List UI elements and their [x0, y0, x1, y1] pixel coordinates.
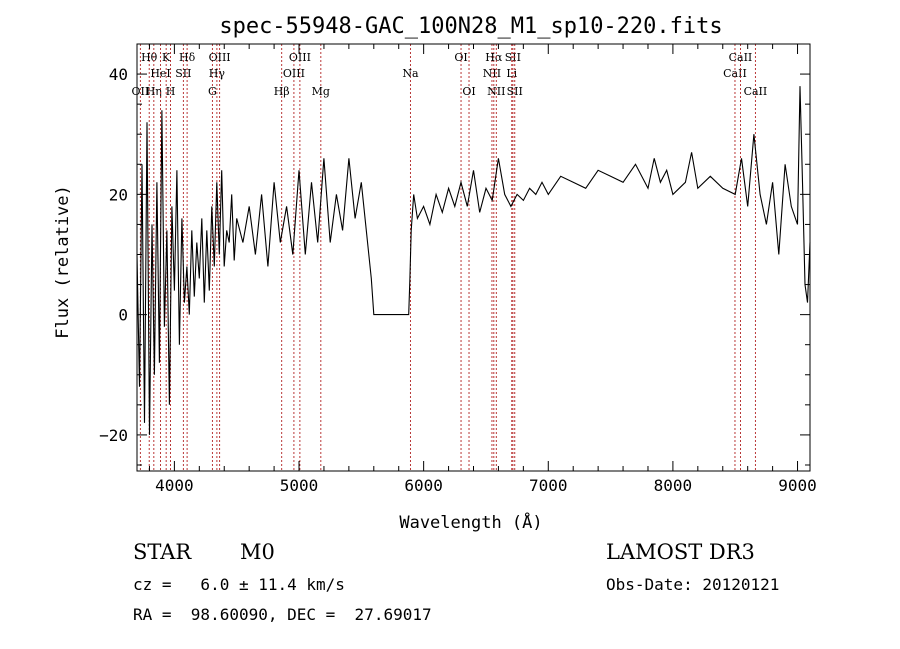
y-tick-label--20: −20: [99, 426, 128, 445]
spectral-line-label-20: NII: [487, 85, 505, 98]
spectral-line-label-15: Na: [402, 67, 419, 80]
x-tick-label-4000: 4000: [155, 476, 194, 495]
spectral-line-label-26: CaII: [744, 85, 768, 98]
spectral-line-label-0: OII: [132, 85, 150, 98]
spectral-line-label-3: HeI: [150, 67, 170, 80]
spectral-line-label-24: CaII: [723, 67, 747, 80]
spectral-line-label-18: NII: [483, 67, 501, 80]
spectral-line-markers: OII Hθ Hη HeI K H SII Hδ G Hγ OIII Hβ OIII OIII Mg Na OI…: [132, 44, 768, 471]
plot-frame: [136, 43, 811, 472]
spectral-line-label-5: H: [166, 85, 176, 98]
x-tick-label-8000: 8000: [654, 476, 693, 495]
spectral-line-label-6: SII: [175, 67, 191, 80]
spectral-line-label-13: OIII: [289, 51, 311, 64]
axis-ticks: 4000 5000 6000 7000 8000 9000 −20 0 20 40: [99, 43, 817, 495]
coordinates: RA = 98.60090, DEC = 27.69017: [133, 605, 432, 624]
object-class: STAR: [133, 540, 192, 564]
redshift-info: cz = 6.0 ± 11.4 km/s: [133, 575, 345, 594]
spectral-line-label-10: OIII: [209, 51, 231, 64]
spectrum-plot: [136, 86, 811, 435]
spectral-line-label-19: Hα: [485, 51, 503, 64]
spectral-line-label-14: Mg: [312, 85, 330, 98]
x-axis-label: Wavelength (Å): [399, 511, 542, 533]
spectral-line-label-2: Hη: [146, 85, 162, 98]
x-tick-label-9000: 9000: [778, 476, 817, 495]
x-tick-label-7000: 7000: [529, 476, 568, 495]
object-subclass: M0: [240, 540, 275, 564]
spectral-line-label-9: Hγ: [209, 67, 226, 80]
y-axis-label: Flux (relative): [53, 185, 73, 339]
chart-title: spec-55948-GAC_100N28_M1_sp10-220.fits: [219, 14, 722, 39]
plot-axes: [136, 43, 811, 472]
x-tick-label-5000: 5000: [280, 476, 319, 495]
spectral-line-label-21: Li: [506, 67, 517, 80]
spectral-line-label-1: Hθ: [141, 51, 158, 64]
y-tick-label-20: 20: [109, 185, 128, 204]
spectral-line-label-23: SII: [507, 85, 523, 98]
y-tick-label-40: 40: [109, 65, 128, 84]
y-tick-label-0: 0: [118, 306, 128, 325]
x-tick-label-6000: 6000: [404, 476, 443, 495]
spectral-line-label-12: OIII: [283, 67, 305, 80]
spectral-line-label-22: SII: [505, 51, 521, 64]
spectral-line-label-4: K: [162, 51, 171, 64]
survey-name: LAMOST DR3: [606, 540, 755, 564]
spectral-line-label-16: OI: [454, 51, 467, 64]
spectrum-line-flux: [136, 86, 811, 435]
spectral-line-label-11: Hβ: [274, 85, 290, 98]
spectral-line-label-25: CaII: [729, 51, 753, 64]
obs-date: Obs-Date: 20120121: [606, 575, 780, 594]
spectral-line-label-17: OI: [462, 85, 475, 98]
spectral-line-label-8: G: [208, 85, 217, 98]
spectral-line-label-7: Hδ: [179, 51, 196, 64]
